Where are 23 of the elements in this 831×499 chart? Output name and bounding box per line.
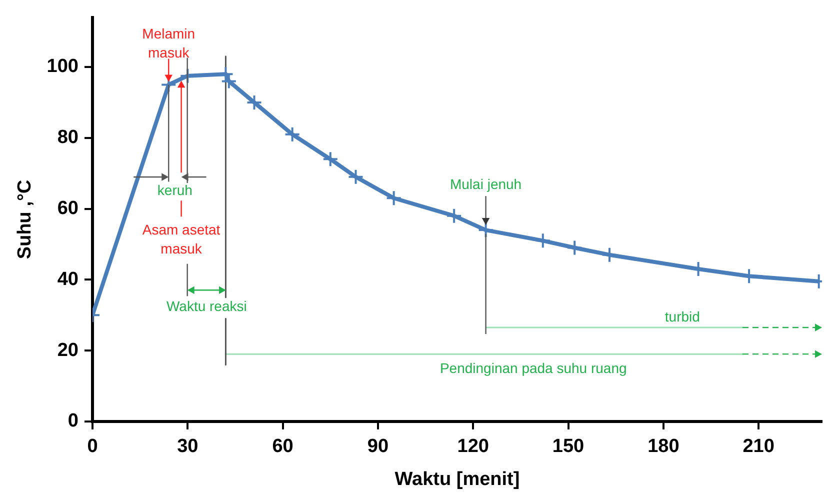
x-tick-label: 120 [457,436,489,458]
y-tick-label: 100 [46,56,78,78]
annotation: Mulai jenuh [450,176,522,192]
annotation: Pendinginan pada suhu ruang [440,360,627,376]
annotation: Waktu reaksi [166,298,247,314]
y-tick-label: 80 [57,127,78,148]
x-tick-label: 90 [367,436,389,458]
x-tick-label: 210 [742,436,774,458]
x-tick-label: 180 [648,436,680,458]
annotation: turbid [664,308,700,324]
y-tick-label: 20 [57,340,78,361]
x-tick-label: 30 [177,436,198,458]
x-tick-label: 0 [87,436,98,458]
annotation: Asam asetat masuk [142,222,220,257]
annotation: Melamin masuk [142,26,196,61]
y-tick-label: 40 [57,268,78,290]
annotation: keruh [157,182,192,198]
y-tick-label: 0 [68,410,78,432]
y-tick-label: 60 [57,198,78,220]
x-tick-label: 150 [552,436,584,458]
x-axis-title: Waktu [menit] [394,468,520,490]
y-axis-title: Suhu ,°C [14,179,36,260]
x-tick-label: 60 [272,436,294,458]
